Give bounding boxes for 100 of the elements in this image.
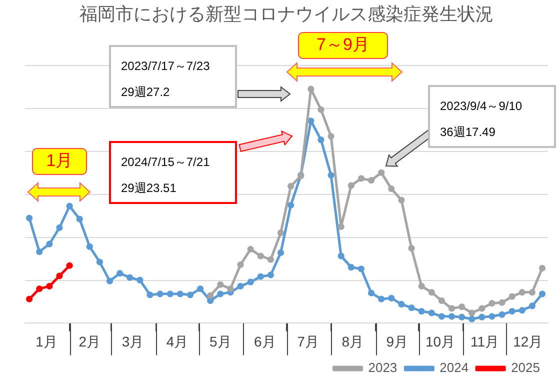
point	[498, 311, 506, 318]
point	[348, 264, 354, 271]
point	[358, 175, 365, 182]
point	[378, 296, 385, 302]
x-tick-label: 5月	[210, 333, 232, 350]
point	[478, 305, 486, 312]
point	[518, 288, 526, 296]
x-tick-label: 10月	[425, 333, 456, 350]
point	[267, 272, 274, 278]
point	[498, 299, 506, 306]
point	[46, 240, 53, 248]
x-tick-label: 8月	[342, 333, 364, 350]
point	[318, 136, 324, 144]
point	[458, 304, 466, 310]
point	[257, 252, 264, 260]
point	[388, 294, 395, 302]
point	[538, 264, 546, 272]
point	[438, 313, 445, 320]
point	[166, 290, 174, 298]
point	[388, 185, 395, 192]
point	[328, 172, 334, 178]
point	[478, 314, 486, 320]
point	[116, 270, 124, 277]
x-tick-label: 11月	[470, 333, 500, 350]
point	[458, 314, 466, 320]
label-tag: 7～9月	[298, 32, 388, 59]
point	[277, 249, 284, 256]
x-tick-label: 6月	[254, 333, 276, 350]
point	[237, 282, 244, 290]
point	[408, 244, 415, 252]
point	[338, 252, 344, 260]
point	[227, 285, 234, 292]
point	[488, 313, 496, 320]
point	[237, 261, 244, 268]
point	[408, 304, 415, 312]
point	[328, 133, 334, 140]
point	[56, 272, 63, 280]
point	[428, 288, 435, 296]
chart-title: 福岡市における新型コロナウイルス感染症発生状況	[80, 4, 494, 24]
point	[318, 106, 324, 113]
legend-label: 2025	[511, 360, 540, 376]
point	[217, 281, 224, 288]
point	[106, 278, 114, 284]
point	[368, 290, 375, 296]
point	[288, 202, 294, 208]
point	[257, 273, 264, 280]
x-tick-label: 2月	[78, 333, 101, 350]
point	[288, 182, 294, 190]
point	[518, 307, 526, 314]
point	[156, 290, 164, 298]
point	[418, 308, 425, 315]
point	[136, 276, 144, 284]
point	[398, 196, 405, 204]
point	[146, 292, 154, 298]
point	[428, 310, 435, 316]
x-tick-label: 7月	[297, 333, 319, 350]
point	[448, 305, 456, 312]
label-tag: 1月	[32, 148, 87, 175]
point	[36, 248, 43, 256]
point	[96, 258, 104, 266]
legend-label: 2023	[368, 360, 398, 376]
point	[36, 285, 43, 292]
point	[126, 274, 134, 281]
point	[368, 177, 375, 184]
point	[196, 285, 204, 292]
point	[277, 230, 284, 236]
point	[378, 169, 385, 176]
point	[418, 282, 425, 290]
point	[247, 246, 254, 252]
point	[528, 288, 536, 296]
point	[217, 290, 224, 298]
legend-label: 2024	[440, 360, 469, 376]
note-box: 2023/7/17～7/23 29週27.2	[109, 45, 237, 108]
point	[26, 214, 33, 222]
x-tick-label: 9月	[386, 333, 408, 350]
point	[308, 118, 314, 124]
x-tick-label: 4月	[166, 333, 188, 350]
point	[468, 310, 476, 316]
point	[26, 296, 33, 302]
point	[508, 308, 516, 315]
point	[468, 316, 476, 322]
point	[528, 302, 536, 310]
point	[267, 256, 274, 263]
point	[186, 292, 194, 298]
point	[508, 293, 516, 300]
point	[448, 313, 456, 320]
note-box: 2023/9/4～9/10 36週17.49	[428, 85, 556, 148]
note-box: 2024/7/15～7/21 29週23.51	[109, 141, 237, 204]
point	[348, 182, 354, 189]
point	[86, 243, 93, 250]
point	[338, 223, 344, 230]
x-tick-label: 3月	[122, 333, 144, 350]
point	[538, 290, 546, 298]
point	[66, 202, 73, 210]
point	[488, 300, 496, 307]
point	[76, 216, 83, 222]
point	[398, 300, 405, 308]
point	[66, 262, 73, 269]
point	[176, 290, 184, 298]
point	[358, 266, 365, 272]
